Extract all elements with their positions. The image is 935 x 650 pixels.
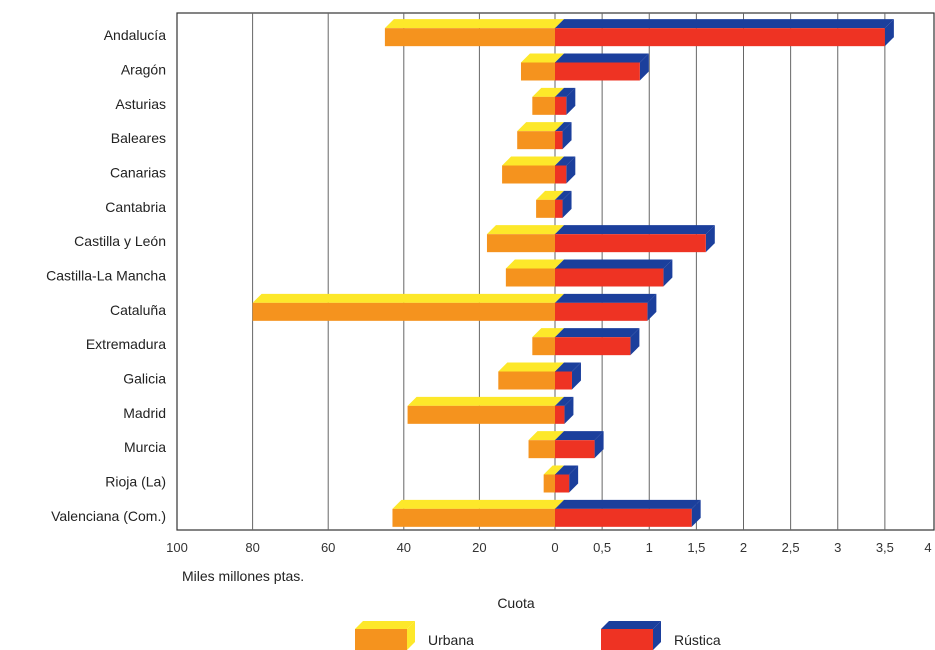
tick-labels: 100 80 60 40 20 0 0,5 1 1,5 2 2,5 3 3,5 4 xyxy=(166,540,931,555)
legend-label-rustica: Rústica xyxy=(674,632,721,648)
category-label: Murcia xyxy=(124,439,166,455)
left-tick-label: 20 xyxy=(472,540,486,555)
bar-rustica xyxy=(555,499,701,527)
category-label: Madrid xyxy=(123,405,166,421)
bar-urbana xyxy=(505,259,564,287)
legend-label-urbana: Urbana xyxy=(428,632,474,648)
bar-rustica xyxy=(555,53,649,81)
category-label: Cantabria xyxy=(105,199,166,215)
bar-rustica xyxy=(555,396,574,424)
bar-rustica xyxy=(555,156,576,184)
right-tick-label: 1 xyxy=(646,540,653,555)
right-tick-label: 4 xyxy=(924,540,931,555)
bar-rustica xyxy=(555,465,579,493)
bar-urbana xyxy=(543,465,564,493)
bar-urbana xyxy=(502,156,564,184)
category-label: Baleares xyxy=(111,130,166,146)
category-label: Castilla y León xyxy=(74,233,166,249)
bar-urbana xyxy=(498,362,564,390)
bar-urbana xyxy=(252,293,564,321)
bar-rustica xyxy=(555,293,657,321)
left-axis-label: Miles millones ptas. xyxy=(182,568,304,584)
bar-rustica xyxy=(555,362,581,390)
right-axis-label: Cuota xyxy=(497,595,535,611)
bar-urbana xyxy=(532,328,564,356)
bar-urbana xyxy=(407,396,564,424)
category-label: Valenciana (Com.) xyxy=(51,508,166,524)
category-label: Aragón xyxy=(121,62,166,78)
right-tick-label: 3,5 xyxy=(876,540,894,555)
right-tick-label: 2,5 xyxy=(782,540,800,555)
category-label: Asturias xyxy=(115,96,166,112)
category-label: Canarias xyxy=(110,165,166,181)
bar-urbana xyxy=(392,499,564,527)
right-tick-label: 0,5 xyxy=(593,540,611,555)
category-label: Rioja (La) xyxy=(105,474,166,490)
bars-layer xyxy=(252,19,894,527)
right-tick-label: 2 xyxy=(740,540,747,555)
category-label: Galicia xyxy=(123,371,166,387)
bar-urbana xyxy=(384,19,564,47)
category-label: Extremadura xyxy=(86,336,166,352)
left-tick-label: 100 xyxy=(166,540,188,555)
legend: Urbana Rústica xyxy=(355,621,721,650)
left-tick-label: 40 xyxy=(397,540,411,555)
bar-rustica xyxy=(555,328,640,356)
bar-rustica xyxy=(555,190,572,218)
left-tick-label: 60 xyxy=(321,540,335,555)
right-tick-label: 3 xyxy=(834,540,841,555)
bar-rustica xyxy=(555,225,715,253)
left-tick-label: 80 xyxy=(245,540,259,555)
bar-rustica xyxy=(555,431,604,459)
bar-urbana xyxy=(528,431,564,459)
bar-urbana xyxy=(536,190,564,218)
left-tick-label: 0 xyxy=(551,540,558,555)
bar-rustica xyxy=(555,259,673,287)
legend-swatch-rustica xyxy=(601,621,661,650)
bar-urbana xyxy=(532,87,564,115)
legend-swatch-urbana xyxy=(355,621,415,650)
category-label: Castilla-La Mancha xyxy=(46,268,166,284)
bar-urbana xyxy=(520,53,564,81)
category-label: Cataluña xyxy=(110,302,166,318)
bar-urbana xyxy=(517,122,564,150)
category-labels: Andalucía Aragón Asturias Baleares Canarias C… xyxy=(46,27,166,524)
right-tick-label: 1,5 xyxy=(687,540,705,555)
bar-rustica xyxy=(555,19,894,47)
category-label: Andalucía xyxy=(104,27,166,43)
bar-urbana xyxy=(486,225,564,253)
bar-rustica xyxy=(555,87,576,115)
bar-rustica xyxy=(555,122,572,150)
